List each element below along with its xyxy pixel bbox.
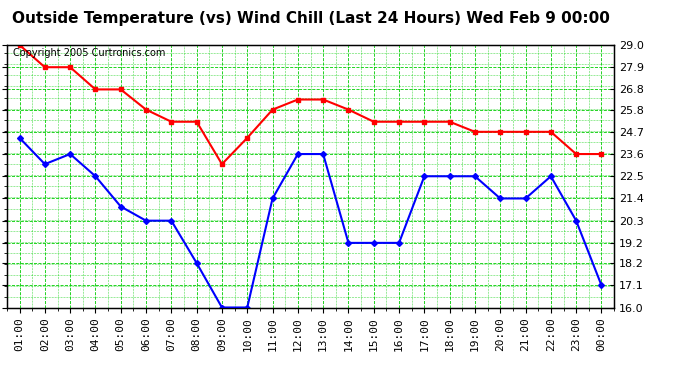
- Text: Copyright 2005 Curtronics.com: Copyright 2005 Curtronics.com: [13, 48, 166, 58]
- Text: Outside Temperature (vs) Wind Chill (Last 24 Hours) Wed Feb 9 00:00: Outside Temperature (vs) Wind Chill (Las…: [12, 11, 609, 26]
